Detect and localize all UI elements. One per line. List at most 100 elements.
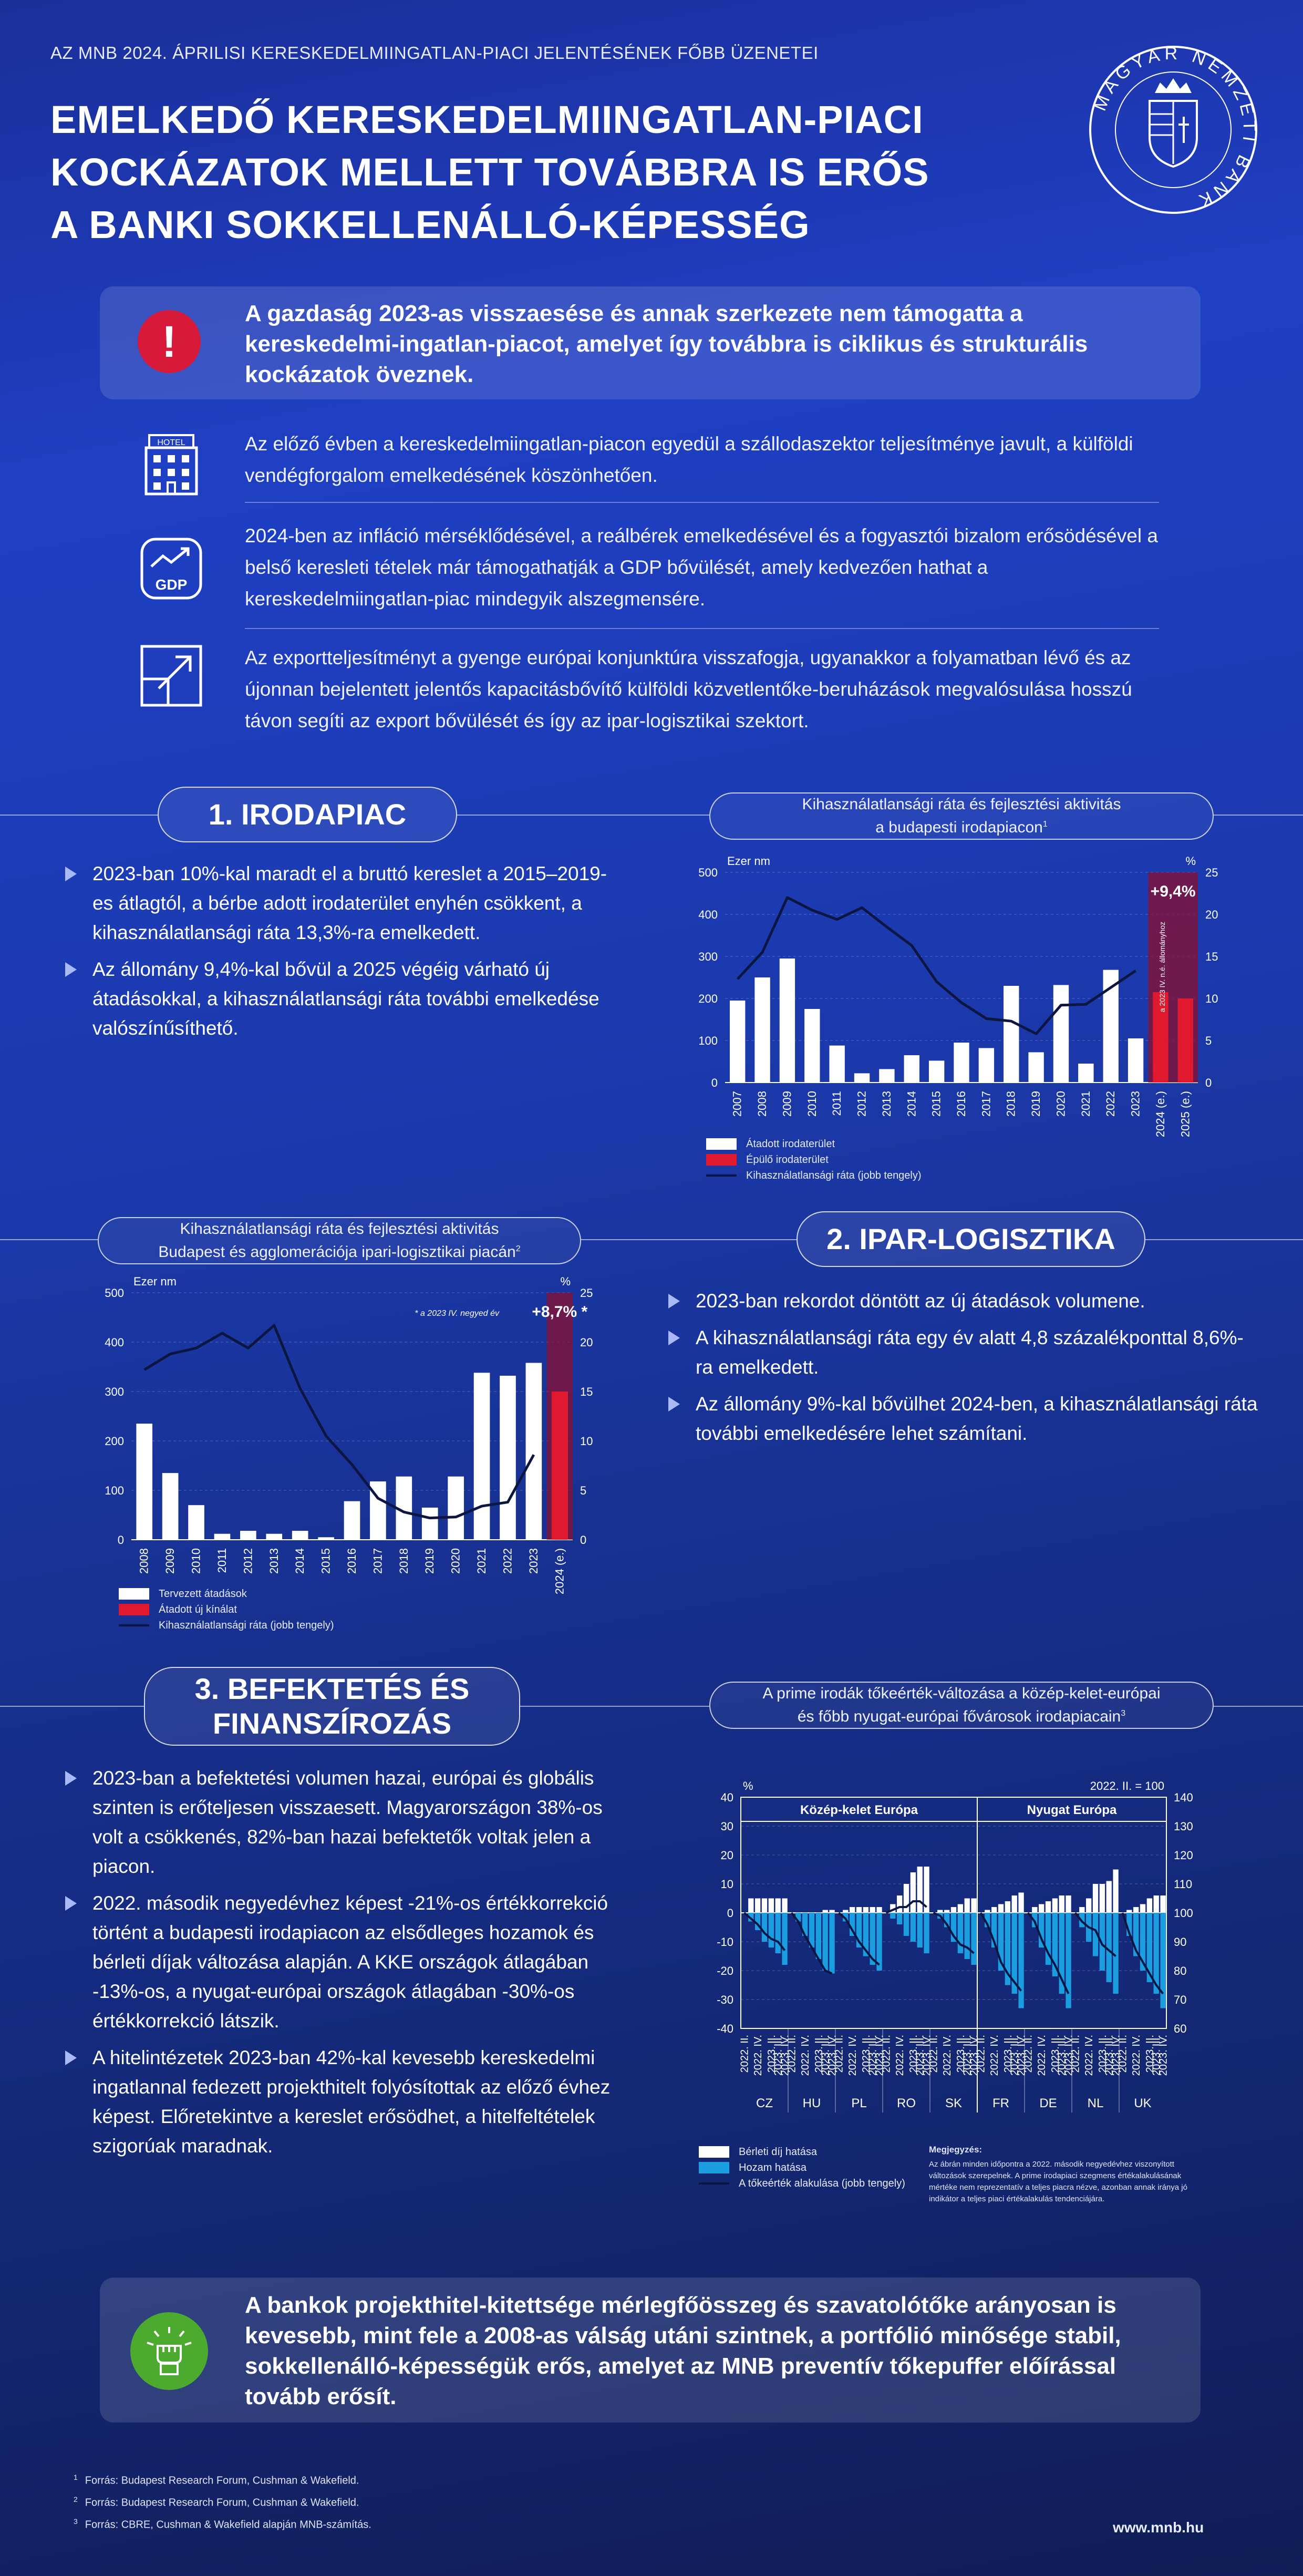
footnote-2: 2 Forrás: Budapest Research Forum, Cushma… <box>74 2495 359 2509</box>
industrial-bullets: 2023-ban rekordot döntött az új átadások… <box>666 1286 1260 1456</box>
x-tick-label: 2022. II. <box>975 2035 987 2073</box>
title-line: A BANKI SOKKELLENÁLLÓ-KÉPESSÉG <box>50 203 810 246</box>
bar-rent <box>782 1898 788 1913</box>
y-tick-label: 400 <box>105 1336 124 1349</box>
x-tick-label: 2018 <box>1005 1091 1018 1117</box>
group-label: Közép-kelet Európa <box>800 1803 918 1817</box>
x-tick-label: 2013 <box>267 1548 281 1574</box>
bullet-item: A hitelintézetek 2023-ban 42%-kal kevese… <box>63 2043 630 2161</box>
y-tick-label: 500 <box>105 1286 124 1300</box>
x-tick-label: 2009 <box>780 1091 793 1117</box>
bar-rent <box>1106 1881 1112 1913</box>
investment-bullets: 2023-ban a befektetési volumen hazai, eu… <box>63 1764 630 2168</box>
bar-rent <box>856 1907 862 1913</box>
bullet-item: Az állomány 9,4%-kal bővül a 2025 végéig… <box>63 955 620 1043</box>
bullet-triangle-icon <box>668 1397 680 1411</box>
x-tick-label: 2016 <box>955 1091 968 1117</box>
capital-value-line <box>838 1912 880 1966</box>
footnote-1: 1 Forrás: Budapest Research Forum, Cushma… <box>74 2473 359 2487</box>
section-line <box>1214 815 1303 816</box>
x-tick-label: 2012 <box>855 1091 868 1117</box>
x-tick-label: 2021 <box>475 1548 488 1574</box>
y-tick-label: 40 <box>721 1791 733 1804</box>
bar-rent <box>1052 1898 1058 1913</box>
bar-yield <box>775 1913 781 1953</box>
chart-title-line: és főbb nyugat-európai fővárosok irodapi… <box>797 1708 1121 1725</box>
bar-rent <box>944 1910 950 1913</box>
bar-yield <box>1113 1913 1119 1994</box>
bar-yield <box>991 1913 997 1948</box>
y2-tick-label: 140 <box>1174 1791 1193 1804</box>
x-tick-label: 2022. IV. <box>894 2035 906 2076</box>
bar <box>1177 998 1193 1083</box>
y-tick-label: 200 <box>105 1435 124 1448</box>
x-tick-label: 2023 <box>1129 1091 1142 1117</box>
capital-value-line <box>1027 1912 1070 1994</box>
x-tick-label: 2023. II. <box>1050 2035 1061 2073</box>
footnote-mark: 1 <box>1042 820 1048 829</box>
bullet-triangle-icon <box>65 2051 77 2065</box>
gdp-growth-icon: GDP <box>140 538 202 600</box>
x-tick-label: 2023. IV. <box>1158 2035 1170 2076</box>
exclamation-icon: ! <box>138 310 201 373</box>
bar-rent <box>1032 1907 1038 1913</box>
hotel-icon: HOTEL <box>144 434 198 496</box>
x-tick-label: 2017 <box>979 1091 992 1117</box>
bar-rent <box>917 1867 923 1913</box>
bar <box>1028 1052 1044 1083</box>
bar-yield <box>957 1913 963 1953</box>
bar-rent <box>937 1910 943 1913</box>
x-tick-label: 2024 (e.) <box>553 1548 566 1594</box>
highlight-value: +9,4% <box>1151 883 1196 900</box>
x-tick-label: 2022 <box>501 1548 514 1574</box>
x-tick-label: 2022. II. <box>1022 2035 1034 2073</box>
legend-label: Bérleti díj hatása <box>739 2146 817 2158</box>
bar-yield <box>1092 1913 1099 1956</box>
x-tick-label: 2007 <box>731 1091 744 1117</box>
x-tick-label: 2023. III. <box>962 2035 974 2076</box>
bar-yield <box>1005 1913 1010 1985</box>
x-tick-label: 2023. III. <box>1009 2035 1021 2076</box>
bullet-triangle-icon <box>65 1896 77 1911</box>
highlight-note: a 2023 IV. n.é. állományhoz <box>1158 922 1166 1012</box>
bar-yield <box>964 1913 970 1959</box>
section-title-industrial: 2. IPAR-LOGISZTIKA <box>797 1211 1145 1267</box>
x-tick-label: 2009 <box>163 1548 177 1574</box>
bar-yield <box>822 1913 828 1971</box>
bar-yield <box>782 1913 788 1965</box>
legend-swatch <box>119 1624 149 1626</box>
legend-label: Átadott irodaterület <box>746 1138 835 1150</box>
y2-tick-label: 0 <box>1205 1076 1212 1089</box>
bar-rent <box>775 1898 781 1913</box>
vacancy-rate-line <box>736 896 1136 1035</box>
y2-tick-label: 120 <box>1174 1849 1193 1862</box>
bar-yield <box>1018 1913 1024 2008</box>
bar-yield <box>1045 1913 1051 1965</box>
bar <box>214 1533 231 1540</box>
bar-yield <box>1140 1913 1146 1971</box>
x-tick-label: 2022. IV. <box>989 2035 1000 2076</box>
x-tick-label: 2023. II. <box>766 2035 778 2073</box>
bar <box>266 1533 283 1540</box>
y-tick-label: 100 <box>105 1484 124 1497</box>
bar-rent <box>985 1910 990 1913</box>
bullet-triangle-icon <box>668 1331 680 1345</box>
bar-yield <box>944 1913 950 1928</box>
bar-yield <box>1106 1913 1112 1982</box>
x-tick-label: 2008 <box>138 1548 151 1574</box>
bar <box>1053 985 1069 1083</box>
country-label: FR <box>992 2096 1009 2110</box>
website-link[interactable]: www.mnb.hu <box>1113 2519 1204 2536</box>
bar-rent <box>768 1898 774 1913</box>
bar-rent <box>755 1898 761 1913</box>
bar-rent <box>1146 1898 1152 1913</box>
bullet-item: A kihasználatlansági ráta egy év alatt 4… <box>666 1323 1260 1382</box>
bar-rent <box>822 1910 828 1913</box>
section-line <box>457 815 709 816</box>
y2-tick-label: 110 <box>1174 1878 1192 1891</box>
alert-text: A gazdaság 2023-as visszaesése és annak … <box>245 301 1088 387</box>
x-tick-label: 2021 <box>1079 1091 1092 1117</box>
footnote-mark: 2 <box>515 1244 521 1253</box>
bullet-triangle-icon <box>668 1294 680 1308</box>
bar <box>1004 986 1019 1083</box>
